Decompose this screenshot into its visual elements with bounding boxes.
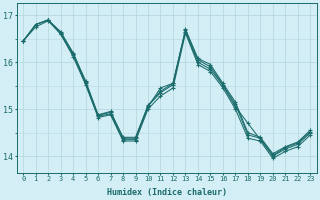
X-axis label: Humidex (Indice chaleur): Humidex (Indice chaleur): [107, 188, 227, 197]
